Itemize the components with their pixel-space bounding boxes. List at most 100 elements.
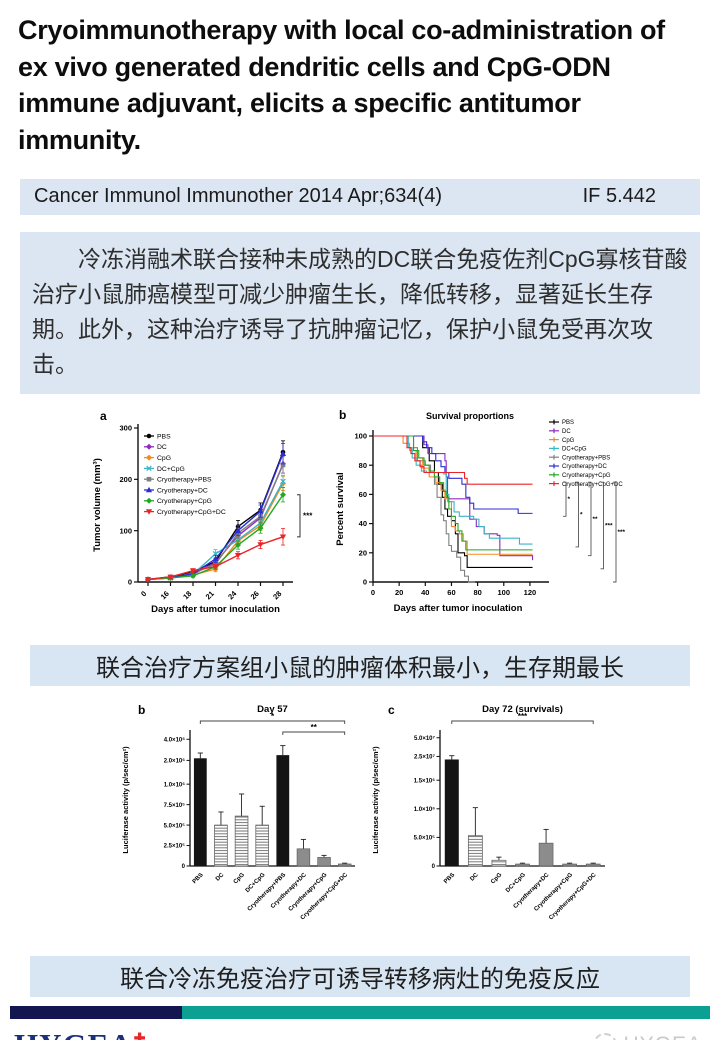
svg-text:2.5×10⁷: 2.5×10⁷ bbox=[414, 754, 436, 760]
svg-text:2.0×10⁶: 2.0×10⁶ bbox=[164, 758, 186, 764]
svg-text:Cryotherapy+PBS: Cryotherapy+PBS bbox=[562, 455, 610, 461]
svg-text:Cryotherapy+CpG: Cryotherapy+CpG bbox=[157, 498, 212, 505]
chinese-summary-block: 冷冻消融术联合接种未成熟的DC联合免疫佐剂CpG寡核苷酸治疗小鼠肺癌模型可减少肿… bbox=[20, 231, 700, 394]
svg-text:300: 300 bbox=[119, 423, 132, 432]
svg-text:0: 0 bbox=[362, 577, 366, 586]
svg-text:Luciferase activity (p/sec/cm²: Luciferase activity (p/sec/cm²) bbox=[371, 746, 380, 854]
svg-text:PBS: PBS bbox=[443, 872, 456, 885]
impact-factor: IF 5.442 bbox=[582, 185, 656, 208]
tumor-volume-line-chart: 0 100 200 300 0 16 18 21 24 26 28 Days after tumor … bbox=[92, 409, 313, 615]
svg-text:Cryotherapy+CpG+DC: Cryotherapy+CpG+DC bbox=[157, 509, 226, 516]
svg-text:5.0×10⁷: 5.0×10⁷ bbox=[414, 736, 436, 742]
svg-text:120: 120 bbox=[523, 588, 536, 597]
svg-text:Cryotherapy+PBS: Cryotherapy+PBS bbox=[247, 872, 287, 912]
svg-text:*: * bbox=[567, 496, 570, 503]
svg-text:Survival proportions: Survival proportions bbox=[425, 411, 513, 421]
journal-citation: Cancer Immunol Immunother 2014 Apr;634(4… bbox=[34, 185, 442, 208]
svg-text:5.0×10⁵: 5.0×10⁵ bbox=[414, 835, 436, 841]
svg-text:PBS: PBS bbox=[192, 872, 205, 885]
svg-text:60: 60 bbox=[358, 490, 366, 499]
svg-text:**: ** bbox=[592, 516, 598, 523]
svg-text:28: 28 bbox=[271, 589, 283, 601]
day72-luciferase-bar-chart: 0 5.0×10⁵ 1.0×10⁶ 1.5×10⁶ 2.5×10⁷ 5.0×10⁷ Luci… bbox=[371, 703, 605, 921]
svg-text:Cryotherapy+DC: Cryotherapy+DC bbox=[270, 871, 308, 909]
navy-bar bbox=[10, 1005, 182, 1019]
svg-text:CpG: CpG bbox=[233, 872, 246, 885]
svg-text:100: 100 bbox=[354, 431, 367, 440]
svg-text:Cryotherapy+CpG+DC: Cryotherapy+CpG+DC bbox=[562, 481, 623, 487]
svg-text:40: 40 bbox=[358, 519, 366, 528]
svg-text:c: c bbox=[388, 703, 395, 717]
day57-luciferase-bar-chart: 0 2.5×10⁵ 5.0×10⁵ 7.5×10⁵ 1.0×10⁶ 2.0×10⁶ 4.0×… bbox=[121, 703, 355, 921]
svg-text:4.0×10⁶: 4.0×10⁶ bbox=[164, 737, 186, 743]
svg-text:100: 100 bbox=[497, 588, 510, 597]
svg-text:0: 0 bbox=[370, 588, 374, 597]
svg-text:CpG: CpG bbox=[157, 455, 171, 462]
svg-text:DC: DC bbox=[562, 429, 571, 435]
svg-text:***: *** bbox=[605, 522, 613, 529]
svg-text:20: 20 bbox=[394, 588, 402, 597]
svg-text:1.5×10⁶: 1.5×10⁶ bbox=[414, 778, 436, 784]
svg-text:**: ** bbox=[311, 723, 318, 732]
svg-text:DC: DC bbox=[215, 871, 226, 882]
svg-text:1.0×10⁶: 1.0×10⁶ bbox=[414, 807, 436, 813]
svg-text:16: 16 bbox=[158, 589, 170, 601]
svg-text:Cryotherapy+CpG: Cryotherapy+CpG bbox=[288, 872, 329, 913]
svg-text:Cryotherapy+DC: Cryotherapy+DC bbox=[562, 464, 608, 470]
svg-text:*: * bbox=[580, 511, 583, 518]
caption-bar-1: 联合治疗方案组小鼠的肿瘤体积最小，生存期最长 bbox=[30, 644, 690, 686]
svg-text:21: 21 bbox=[203, 589, 215, 601]
svg-text:60: 60 bbox=[447, 588, 455, 597]
footer: HYGEA✚ + HYGEA bbox=[0, 1019, 720, 1040]
chinese-summary-text: 冷冻消融术联合接种未成熟的DC联合免疫佐剂CpG寡核苷酸治疗小鼠肺癌模型可减少肿… bbox=[32, 245, 688, 377]
svg-text:Percent survival: Percent survival bbox=[335, 472, 346, 545]
svg-text:Day 57: Day 57 bbox=[257, 704, 288, 715]
svg-text:DC: DC bbox=[469, 871, 480, 882]
svg-text:0: 0 bbox=[127, 577, 131, 586]
svg-text:26: 26 bbox=[248, 589, 260, 601]
red-cross-icon: ✚ bbox=[133, 1030, 147, 1040]
svg-text:40: 40 bbox=[421, 588, 429, 597]
svg-text:DC+CpG: DC+CpG bbox=[505, 872, 527, 894]
svg-text:***: *** bbox=[617, 529, 625, 536]
svg-text:Luciferase activity (p/sec/cm²: Luciferase activity (p/sec/cm²) bbox=[121, 746, 130, 854]
svg-text:0: 0 bbox=[182, 864, 186, 870]
svg-text:Cryotherapy+PBS: Cryotherapy+PBS bbox=[157, 476, 212, 483]
svg-text:DC+CpG: DC+CpG bbox=[562, 446, 587, 452]
svg-text:Days after tumor inoculation: Days after tumor inoculation bbox=[393, 603, 522, 614]
svg-text:100: 100 bbox=[119, 526, 132, 535]
svg-text:200: 200 bbox=[119, 475, 132, 484]
figure-row-1: 0 100 200 300 0 16 18 21 24 26 28 Days after tumor … bbox=[0, 406, 720, 641]
caption-bar-2: 联合冷冻免疫治疗可诱导转移病灶的免疫反应 bbox=[30, 955, 690, 997]
svg-text:Day 72 (survivals): Day 72 (survivals) bbox=[482, 704, 563, 715]
svg-text:Days after tumor inoculation: Days after tumor inoculation bbox=[151, 604, 280, 615]
hygea-logo: HYGEA✚ bbox=[14, 1027, 146, 1040]
hygea-watermark-text: HYGEA bbox=[623, 1033, 702, 1040]
survival-proportions-chart: Survival proportions 0 20 40 60 80 100 120 0 20 40… bbox=[335, 408, 626, 614]
svg-text:***: *** bbox=[303, 511, 313, 520]
svg-text:1.0×10⁶: 1.0×10⁶ bbox=[164, 782, 186, 788]
svg-text:*: * bbox=[271, 712, 275, 721]
footer-divider-bars bbox=[0, 1005, 720, 1019]
hygea-logo-text: HYGEA bbox=[14, 1027, 133, 1040]
hygea-stamp-icon: + bbox=[593, 1032, 618, 1040]
svg-text:PBS: PBS bbox=[157, 433, 171, 440]
teal-bar bbox=[182, 1005, 710, 1019]
svg-text:DC: DC bbox=[157, 444, 167, 451]
svg-text:18: 18 bbox=[181, 589, 193, 601]
svg-text:20: 20 bbox=[358, 548, 366, 557]
page-title: Cryoimmunotherapy with local co-administ… bbox=[18, 15, 665, 156]
svg-text:2.5×10⁵: 2.5×10⁵ bbox=[164, 843, 186, 849]
svg-text:CpG: CpG bbox=[490, 872, 503, 885]
svg-text:Cryotherapy+CpG+DC: Cryotherapy+CpG+DC bbox=[548, 871, 598, 921]
svg-text:Cryotherapy+CpG: Cryotherapy+CpG bbox=[562, 473, 611, 479]
svg-text:***: *** bbox=[518, 712, 528, 721]
svg-text:24: 24 bbox=[226, 588, 239, 601]
svg-text:0: 0 bbox=[139, 589, 148, 598]
svg-text:b: b bbox=[138, 703, 145, 717]
svg-text:CpG: CpG bbox=[562, 437, 575, 443]
svg-text:5.0×10⁵: 5.0×10⁵ bbox=[164, 823, 186, 829]
svg-text:b: b bbox=[339, 408, 346, 422]
svg-text:80: 80 bbox=[358, 460, 366, 469]
